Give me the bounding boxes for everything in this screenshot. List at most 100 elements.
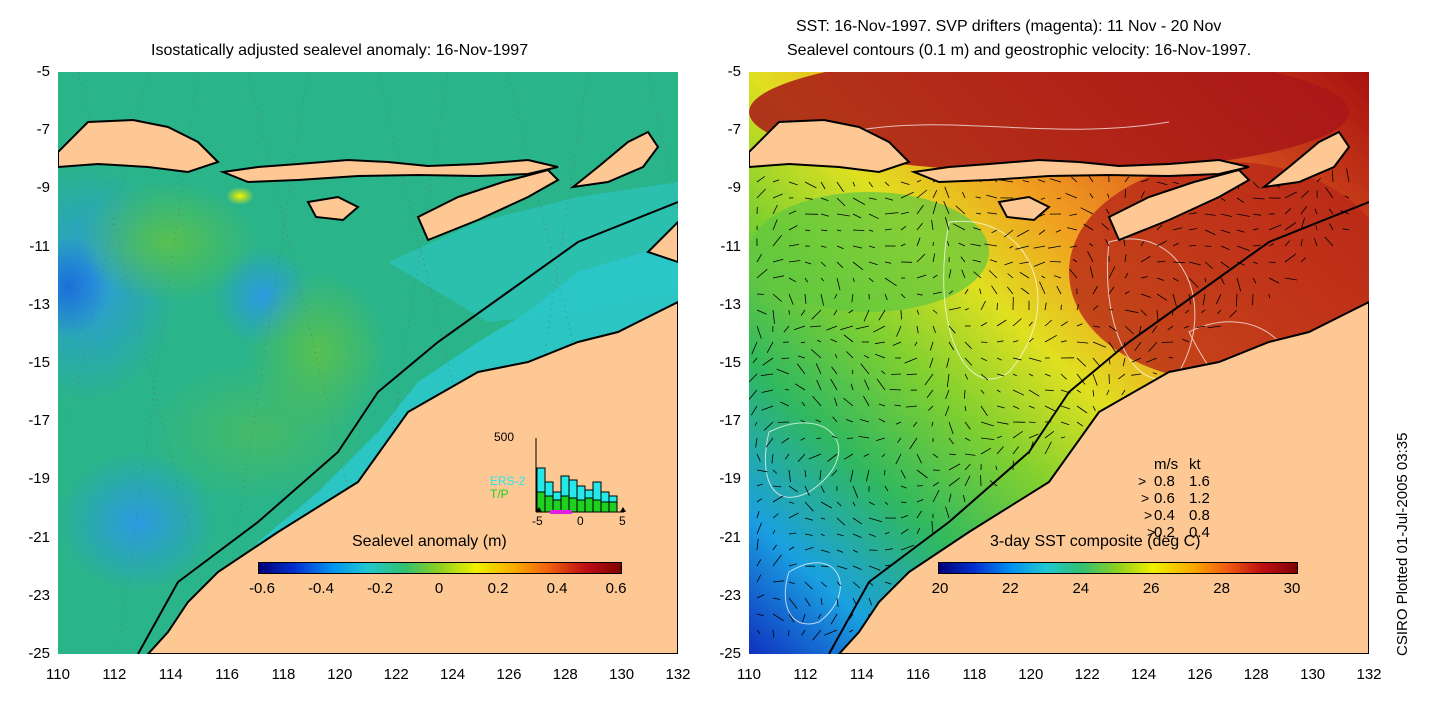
left-x-tick-label: 110 (46, 666, 70, 683)
inset-ymax: 500 (494, 430, 515, 444)
velocity-legend-arrow-icon: > (1144, 507, 1153, 523)
velocity-arrow (817, 339, 822, 343)
velocity-arrow (797, 355, 806, 359)
velocity-arrow (756, 511, 760, 519)
left-colorbar-tick: 0.2 (487, 580, 509, 597)
velocity-arrow (1220, 213, 1233, 217)
velocity-arrow (1028, 405, 1035, 409)
velocity-arrow (1252, 197, 1265, 200)
velocity-legend-kt: 1.6 (1189, 473, 1210, 490)
velocity-arrow (836, 565, 848, 570)
velocity-arrow (1172, 293, 1177, 307)
velocity-arrow (884, 212, 899, 215)
velocity-arrow (931, 421, 934, 427)
velocity-arrow (852, 581, 861, 589)
velocity-arrow (793, 325, 806, 331)
left-x-tick-label: 124 (440, 666, 466, 683)
velocity-arrow (1071, 176, 1078, 183)
velocity-arrow (916, 237, 921, 247)
velocity-arrow (948, 341, 955, 351)
right-x-tick-label: 118 (962, 666, 987, 683)
velocity-arrow (964, 308, 969, 311)
velocity-arrow (756, 538, 759, 551)
velocity-arrow (970, 243, 982, 247)
velocity-arrow (881, 370, 886, 375)
velocity-arrow (1028, 421, 1036, 423)
velocity-arrow (878, 309, 886, 321)
velocity-arrow (1055, 229, 1062, 233)
velocity-legend-ms: 0.4 (1154, 507, 1175, 524)
velocity-arrow (948, 493, 952, 503)
velocity-arrow (1172, 277, 1179, 282)
left-colorbar-tick: 0 (434, 580, 444, 597)
velocity-arrow (980, 373, 989, 381)
velocity-arrow (1065, 193, 1078, 199)
velocity-arrow (1300, 190, 1309, 199)
velocity-arrow (876, 378, 886, 391)
velocity-arrow (1313, 238, 1318, 247)
velocity-arrow (1236, 277, 1242, 292)
velocity-arrow (1235, 293, 1238, 307)
velocity-arrow (1284, 208, 1292, 215)
velocity-arrow (1188, 261, 1201, 266)
velocity-arrow (1204, 213, 1216, 216)
velocity-legend-kt: 0.4 (1189, 524, 1210, 541)
velocity-arrow (863, 309, 870, 322)
velocity-arrow (868, 229, 874, 232)
velocity-arrow (1268, 293, 1270, 299)
velocity-arrow (836, 533, 844, 537)
velocity-arrow (980, 447, 992, 455)
velocity-arrow (845, 419, 854, 423)
velocity-arrow (1076, 304, 1079, 311)
velocity-arrow (788, 581, 795, 585)
velocity-arrow (836, 213, 850, 217)
velocity-arrow (1156, 240, 1167, 247)
velocity-arrow (1236, 213, 1250, 217)
velocity-arrow (820, 517, 826, 520)
velocity-arrow (801, 629, 806, 636)
velocity-arrow (1151, 325, 1158, 333)
velocity-arrow (1037, 179, 1046, 183)
velocity-arrow (1004, 229, 1014, 238)
velocity-arrow (1044, 441, 1052, 455)
velocity-arrow (1092, 405, 1096, 411)
velocity-arrow (834, 397, 838, 407)
velocity-arrow (1172, 181, 1180, 185)
velocity-arrow (1028, 373, 1034, 377)
velocity-arrow (772, 513, 779, 519)
velocity-arrow (788, 501, 795, 504)
velocity-arrow (868, 261, 878, 266)
velocity-arrow (1140, 191, 1145, 199)
velocity-arrow (868, 277, 874, 283)
velocity-arrow (1156, 181, 1168, 186)
velocity-arrow (1060, 373, 1067, 380)
right-panel-title-line1: SST: 16-Nov-1997. SVP drifters (magenta)… (796, 18, 1222, 35)
velocity-arrow (834, 293, 838, 299)
velocity-arrow (1028, 321, 1033, 327)
velocity-arrow (905, 405, 918, 408)
velocity-arrow (760, 373, 774, 376)
velocity-arrow (868, 501, 875, 506)
velocity-arrow (1284, 222, 1297, 231)
velocity-arrow (820, 565, 829, 568)
velocity-arrow (900, 515, 909, 519)
velocity-arrow (1108, 325, 1118, 332)
velocity-arrow (897, 437, 902, 443)
velocity-arrow (916, 510, 922, 519)
velocity-arrow (1022, 180, 1030, 183)
left-y-tick-label: -13 (28, 295, 50, 313)
velocity-arrow (1124, 290, 1130, 295)
velocity-arrow (900, 243, 906, 247)
velocity-arrow (788, 469, 791, 483)
velocity-arrow (1252, 261, 1258, 265)
velocity-arrow (1106, 389, 1110, 396)
velocity-arrow (833, 309, 838, 316)
velocity-arrow (1167, 325, 1174, 331)
velocity-arrow (944, 216, 950, 231)
velocity-arrow (784, 453, 790, 460)
velocity-arrow (1124, 254, 1127, 263)
velocity-arrow (800, 341, 806, 344)
velocity-arrow (804, 229, 811, 232)
velocity-arrow (895, 421, 902, 425)
velocity-arrow (772, 234, 782, 247)
